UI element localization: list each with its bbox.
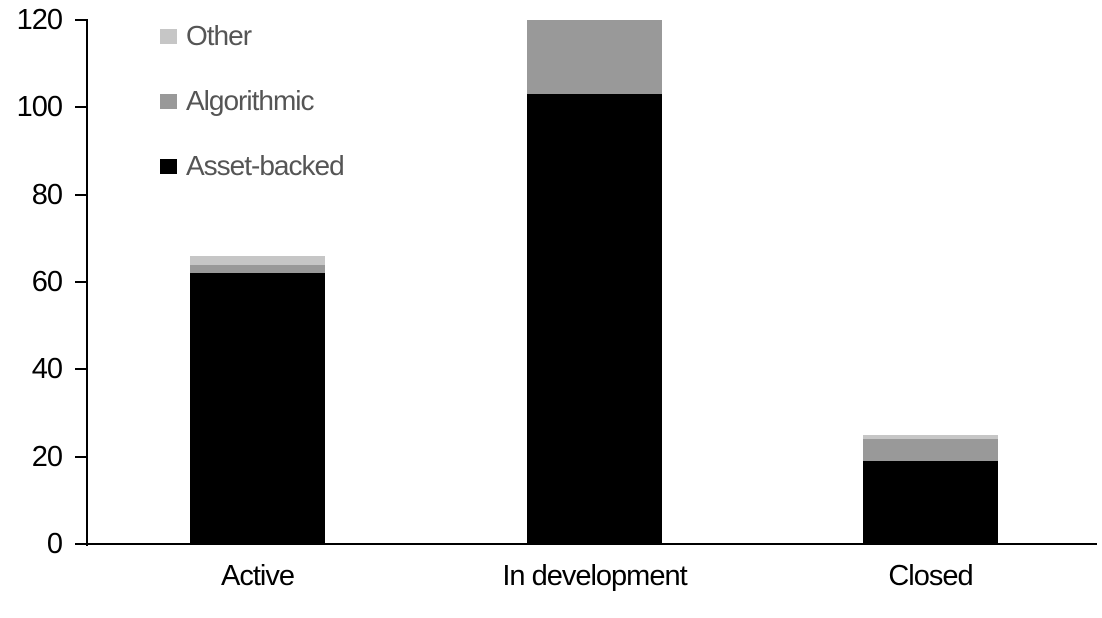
y-tick-label: 0 xyxy=(46,528,63,560)
legend-swatch-asset-backed-icon xyxy=(160,158,177,174)
legend-row-asset-backed: Asset-backed xyxy=(160,150,345,181)
y-tick-mark xyxy=(75,543,86,545)
bar-in-development-segment-algorithmic xyxy=(527,20,662,95)
chart-legend: Other Algorithmic Asset-backed xyxy=(160,21,345,216)
y-tick-label: 20 xyxy=(31,440,63,473)
bar-closed-segment-asset-backed xyxy=(863,461,998,544)
x-category-label-active: Active xyxy=(221,560,295,592)
bar-active-segment-asset-backed xyxy=(190,273,325,544)
y-tick-label: 40 xyxy=(31,353,63,386)
legend-row-algorithmic: Algorithmic xyxy=(160,86,344,116)
y-axis-line xyxy=(86,19,88,546)
y-tick-label: 60 xyxy=(31,266,63,298)
bar-active-segment-other xyxy=(190,255,325,265)
x-category-label-in-development: In development xyxy=(502,560,687,592)
legend-swatch-other-icon xyxy=(160,28,177,44)
y-tick-mark xyxy=(75,106,86,109)
y-tick-mark xyxy=(75,455,86,458)
legend-label: Other xyxy=(186,20,252,51)
y-tick-mark xyxy=(75,193,86,196)
legend-label: Asset-backed xyxy=(186,150,345,181)
y-tick-mark xyxy=(75,368,86,371)
y-tick-mark xyxy=(75,281,86,283)
x-axis-line xyxy=(86,543,1097,545)
legend-row-other: Other xyxy=(160,21,344,51)
bar-active-segment-algorithmic xyxy=(190,264,325,274)
y-tick-label: 80 xyxy=(31,178,63,211)
x-category-label-closed: Closed xyxy=(888,560,973,592)
legend-swatch-algorithmic-icon xyxy=(160,93,177,109)
y-tick-label: 120 xyxy=(16,4,63,36)
legend-label: Algorithmic xyxy=(186,85,314,116)
bar-in-development-segment-asset-backed xyxy=(527,94,662,544)
y-tick-mark xyxy=(75,19,86,21)
y-tick-label: 100 xyxy=(16,91,63,124)
bar-closed-segment-other xyxy=(863,434,998,440)
bar-closed-segment-algorithmic xyxy=(863,439,998,462)
